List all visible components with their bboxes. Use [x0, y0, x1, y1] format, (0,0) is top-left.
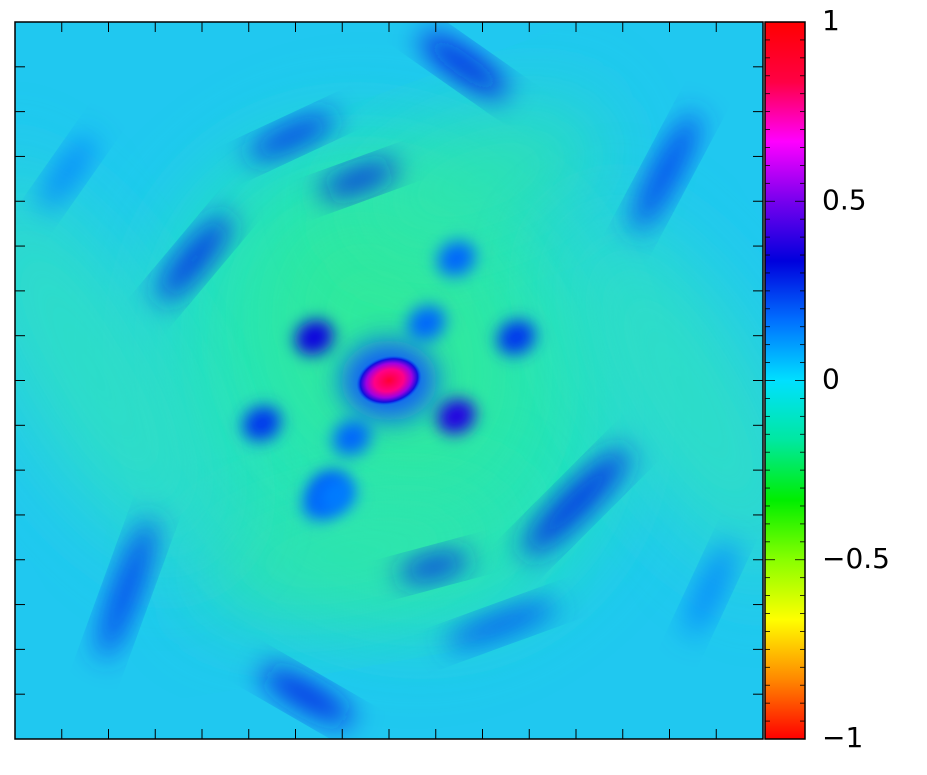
- colorbar-label-2: 0: [822, 363, 840, 396]
- colorbar-label-4: −1: [822, 721, 863, 754]
- streak-18: [397, 552, 471, 582]
- heatmap-area: [15, 22, 763, 739]
- streak-19: [444, 601, 558, 648]
- colorbar-label-0: 1: [822, 4, 840, 37]
- heatmap-region-5: [568, 216, 763, 573]
- blob-4: [332, 420, 371, 456]
- blob-1: [294, 319, 334, 356]
- streak-11: [420, 33, 508, 97]
- streak-15: [632, 112, 700, 233]
- blob-3: [407, 305, 446, 341]
- blob-6: [496, 319, 536, 356]
- heatmap-region-4: [15, 176, 216, 557]
- streak-14: [157, 214, 232, 303]
- colorbar-label-3: −0.5: [822, 542, 890, 575]
- colorbar-minor-ticks: [765, 39, 805, 722]
- streak-17: [522, 448, 630, 557]
- heatmap-region-2: [189, 489, 514, 616]
- streak-21: [260, 667, 353, 725]
- heatmap-features: [40, 33, 735, 725]
- streak-16: [40, 135, 95, 210]
- streak-12: [247, 113, 337, 160]
- colorbar-labels: 1 0.5 0 −0.5 −1: [822, 4, 890, 754]
- blob-2: [437, 398, 476, 435]
- central-peak: [356, 355, 422, 406]
- streak-20: [99, 518, 156, 659]
- blob-7: [437, 240, 476, 277]
- blob-5: [242, 405, 282, 442]
- plot-ticks: [15, 22, 763, 739]
- blob-10: [317, 477, 356, 514]
- streak-13: [320, 162, 398, 198]
- streak-22: [686, 540, 735, 637]
- heatmap-region-3: [350, 108, 607, 251]
- colorbar-label-1: 0.5: [822, 183, 867, 216]
